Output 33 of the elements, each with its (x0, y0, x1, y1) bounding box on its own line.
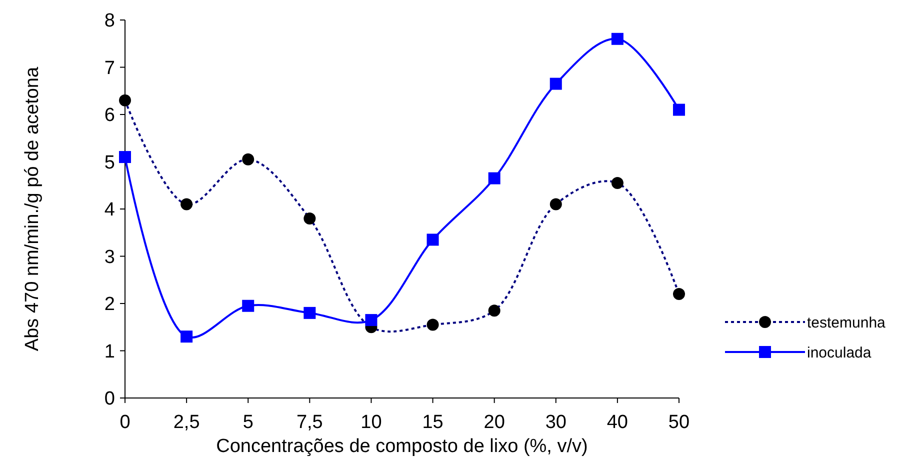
x-tick-label: 40 (606, 412, 628, 433)
y-tick-label: 5 (104, 152, 115, 174)
point (550, 78, 562, 90)
x-tick-label: 50 (668, 412, 690, 433)
x-tick-label: 7,5 (296, 412, 323, 433)
y-tick-label: 2 (104, 294, 115, 316)
x-tick-label: 15 (422, 412, 444, 433)
x-tick-label: 5 (242, 412, 254, 433)
legend-label: inoculada (807, 344, 872, 362)
x-tick-label: 20 (484, 412, 505, 433)
y-tick-label: 7 (104, 58, 115, 79)
y-tick-label: 0 (104, 388, 115, 410)
point (673, 104, 685, 116)
point (611, 32, 624, 45)
y-tick-label: 8 (104, 10, 115, 32)
x-tick-label: 0 (120, 412, 130, 433)
point (365, 314, 378, 326)
point (242, 300, 254, 312)
x-tick-label: 30 (545, 412, 566, 433)
x-axis-title: Concentrações de composto de lixo (%, v/v) (216, 436, 588, 457)
point (426, 234, 439, 246)
y-tick-label: 4 (104, 200, 116, 221)
y-tick-label: 6 (104, 105, 115, 126)
y-axis-title: Abs 470 nm/min./g pó de acetona (22, 66, 43, 352)
y-tick-label: 1 (104, 341, 115, 362)
point (119, 151, 131, 164)
point (304, 306, 316, 319)
x-tick-label: 2,5 (173, 412, 200, 433)
x-tick-label: 10 (360, 412, 382, 433)
point (488, 172, 500, 184)
legend-label: testemunha (807, 314, 886, 332)
point (180, 330, 193, 343)
y-tick-label: 3 (104, 246, 115, 268)
